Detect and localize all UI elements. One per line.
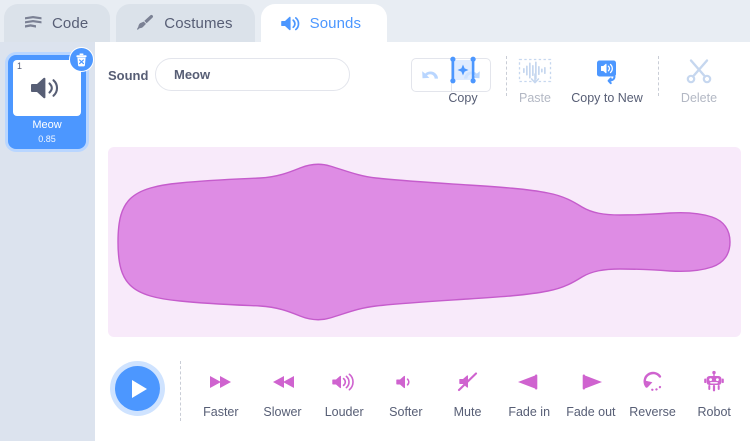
effects-row: Faster Slower [190, 361, 745, 427]
sound-name-input[interactable]: Meow [155, 58, 350, 91]
effect-robot[interactable]: Robot [683, 361, 745, 419]
effect-fade-out[interactable]: Fade out [560, 361, 622, 419]
effect-louder[interactable]: Louder [313, 361, 375, 419]
sound-editor-toolbar: Sound Meow [95, 42, 750, 110]
effect-reverse-label: Reverse [629, 405, 676, 419]
play-triangle-icon [132, 379, 147, 398]
playback-divider [180, 361, 181, 421]
play-button[interactable] [115, 366, 160, 411]
waveform-canvas[interactable] [108, 147, 741, 337]
scissors-icon [684, 54, 714, 86]
effect-slower-label: Slower [263, 405, 302, 419]
copy-selection-icon [445, 54, 481, 86]
fade-in-icon [514, 369, 544, 395]
waveform-shape [117, 163, 731, 321]
sound-item-index: 1 [17, 61, 23, 71]
fast-forward-icon [207, 369, 235, 395]
paste-waveform-icon [516, 54, 554, 86]
paintbrush-icon [136, 14, 155, 32]
effect-robot-label: Robot [697, 405, 731, 419]
sound-list-sidebar: 1 Meow 0.85 [0, 42, 95, 441]
sound-editor-main: Sound Meow [95, 42, 750, 441]
undo-redo-group [411, 58, 491, 92]
delete-sound-button[interactable] [69, 47, 94, 72]
reverse-arrow-icon [640, 369, 666, 395]
sound-name-value: Meow [174, 67, 211, 82]
rewind-icon [269, 369, 297, 395]
tab-code[interactable]: Code [4, 4, 111, 42]
effect-faster[interactable]: Faster [190, 361, 252, 419]
copy-to-new-sound-icon [589, 54, 625, 86]
copy-to-new-button-label: Copy to New [571, 91, 643, 105]
toolbar-divider-left [506, 56, 507, 96]
sound-name-label: Sound [108, 68, 149, 83]
sound-item-name: Meow [32, 119, 62, 131]
toolbar-divider-right [658, 56, 659, 96]
undo-redo-separator [450, 59, 452, 91]
delete-button[interactable]: Delete [653, 54, 745, 105]
code-blocks-icon [24, 15, 43, 31]
effect-slower[interactable]: Slower [252, 361, 314, 419]
effect-fade-in[interactable]: Fade in [498, 361, 560, 419]
volume-mute-icon [456, 369, 480, 395]
effect-reverse[interactable]: Reverse [622, 361, 684, 419]
effect-fade-out-label: Fade out [566, 405, 616, 419]
effect-louder-label: Louder [324, 405, 364, 419]
delete-button-label: Delete [680, 91, 718, 105]
tab-costumes[interactable]: Costumes [116, 4, 255, 42]
undo-button[interactable] [412, 59, 451, 91]
paste-button[interactable]: Paste [489, 54, 581, 105]
speaker-icon [280, 15, 301, 32]
tab-costumes-label: Costumes [164, 14, 233, 32]
volume-down-icon [394, 369, 418, 395]
effect-faster-label: Faster [203, 405, 239, 419]
volume-up-icon [330, 369, 358, 395]
sound-thumbnail: 1 [13, 60, 81, 116]
paste-button-label: Paste [519, 91, 551, 105]
tab-code-label: Code [52, 14, 89, 32]
undo-arrow-icon [422, 71, 439, 79]
effect-fade-in-label: Fade in [508, 405, 551, 419]
copy-button[interactable]: Copy [417, 54, 509, 105]
fade-out-icon [576, 369, 606, 395]
effect-softer-label: Softer [389, 405, 423, 419]
playback-bar: Faster Slower [95, 347, 750, 441]
tab-bar: Code Costumes [0, 0, 750, 42]
effect-mute-label: Mute [453, 405, 482, 419]
sound-list-item-meow[interactable]: 1 Meow 0.85 [8, 47, 94, 149]
robot-icon [702, 369, 726, 395]
tab-row: Code Costumes [4, 4, 388, 42]
trash-icon [76, 53, 87, 66]
copy-button-label: Copy [448, 91, 478, 105]
sound-item-duration: 0.85 [38, 134, 56, 144]
copy-to-new-button[interactable]: Copy to New [561, 54, 653, 105]
effect-mute[interactable]: Mute [437, 361, 499, 419]
effect-softer[interactable]: Softer [375, 361, 437, 419]
tab-sounds[interactable]: Sounds [260, 4, 388, 42]
tab-sounds-label: Sounds [309, 14, 362, 32]
speaker-icon [31, 77, 59, 99]
